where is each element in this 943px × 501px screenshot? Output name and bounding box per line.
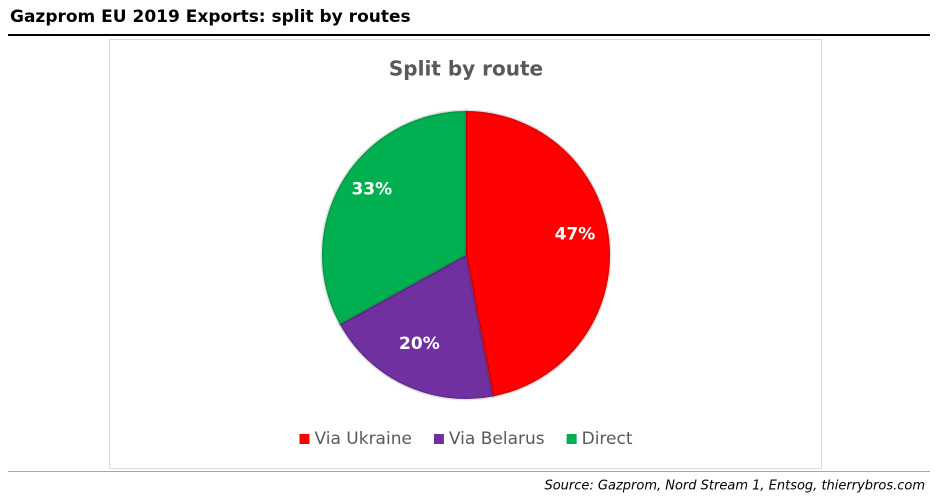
pie-slice	[320, 109, 468, 326]
pie-slice	[338, 253, 495, 401]
pie-slice	[464, 109, 612, 398]
data-label: 20%	[399, 334, 440, 354]
source-note: Source: Gazprom, Nord Stream 1, Entsog, …	[544, 479, 925, 494]
legend-swatch	[566, 434, 577, 444]
legend-swatch	[433, 434, 444, 444]
chart-title: Split by route	[389, 57, 543, 81]
legend-label: Via Belarus	[449, 429, 545, 449]
plot: 47% 20% 33% Via Ukraine Via Belarus Direct	[299, 109, 633, 449]
data-label: 47%	[555, 225, 596, 245]
legend: Via Ukraine Via Belarus Direct	[299, 429, 633, 449]
legend-label: Direct	[582, 429, 633, 449]
page-title: Gazprom EU 2019 Exports: split by routes	[10, 7, 411, 27]
legend-label: Via Ukraine	[314, 429, 411, 449]
legend-swatch	[299, 434, 310, 444]
data-label: 33%	[351, 179, 392, 199]
